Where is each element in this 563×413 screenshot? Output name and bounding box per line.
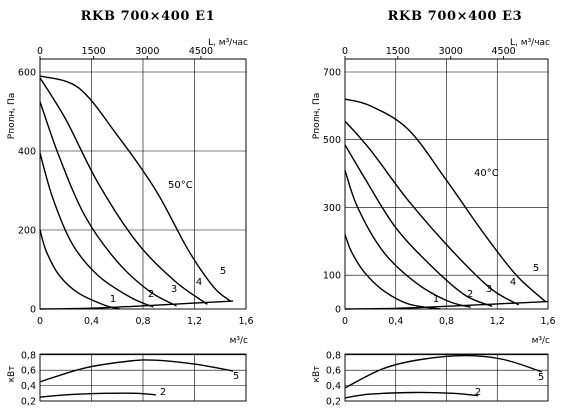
series-label: 4 <box>510 277 516 288</box>
series-line-1 <box>39 229 120 310</box>
temperature-annotation: 40°C <box>474 168 499 179</box>
temperature-annotation: 50°C <box>168 180 193 191</box>
series-label: 5 <box>533 263 539 274</box>
plot-frame <box>39 58 247 310</box>
power-series-label: 5 <box>233 371 239 382</box>
series-line-power-bottom <box>39 300 234 310</box>
x-tick-label: 0,8 <box>439 316 454 327</box>
series-label: 2 <box>467 289 473 300</box>
series-label: 3 <box>171 284 177 295</box>
top-tick-label: 3000 <box>439 46 463 57</box>
x-tick-label: 1,6 <box>238 316 253 327</box>
y-tick-label: 500 <box>323 135 341 146</box>
power-y-tick-label: 0,4 <box>326 381 341 392</box>
series-label: 3 <box>486 284 492 295</box>
power-y-tick-label: 0,2 <box>326 397 341 408</box>
top-axis-label: L, м³/час <box>510 38 550 48</box>
top-tick-label: 4500 <box>492 46 516 57</box>
top-tick-label: 3000 <box>135 46 159 57</box>
top-tick-label: 0 <box>342 46 348 57</box>
series-line-3 <box>344 144 493 307</box>
series-line-2 <box>39 152 154 308</box>
power-series-label: 2 <box>160 387 166 398</box>
y-tick-label: 200 <box>18 226 36 237</box>
top-tick-label: 1500 <box>82 46 106 57</box>
series-label: 1 <box>110 294 116 305</box>
series-label: 4 <box>196 277 202 288</box>
series-line-5 <box>344 98 546 303</box>
power-y-tick-label: 0,4 <box>21 381 36 392</box>
x-tick-label: 1,2 <box>490 316 505 327</box>
top-axis-label: L, м³/час <box>208 38 248 48</box>
y-tick-label: 100 <box>323 271 341 282</box>
x-tick-label: 0,4 <box>388 316 403 327</box>
power-y-tick-label: 0,8 <box>21 350 36 361</box>
y-axis-label: Pполн, Па <box>7 93 17 139</box>
power-y-tick-label: 0,6 <box>21 366 36 377</box>
power-series-line-2 <box>39 392 156 398</box>
x-tick-label: 0,4 <box>84 316 99 327</box>
series-line-4 <box>39 77 208 305</box>
x-tick-label: 1,6 <box>540 316 555 327</box>
y-axis-label: Pполн, Па <box>312 93 322 139</box>
series-label: 2 <box>148 289 154 300</box>
top-tick-label: 0 <box>37 46 43 57</box>
power-y-axis-label: кВт <box>312 366 322 383</box>
series-label: 5 <box>220 266 226 277</box>
chart-title: RKB 700×400 E1 <box>81 9 216 24</box>
x-tick-label: 1,2 <box>187 316 202 327</box>
series-line-2 <box>344 169 471 308</box>
power-series-label: 2 <box>475 387 481 398</box>
series-line-1 <box>344 234 441 310</box>
power-plot-frame <box>344 353 549 402</box>
plot-frame <box>344 58 549 310</box>
power-y-axis-label: кВт <box>7 366 17 383</box>
chart-title: RKB 700×400 E3 <box>388 9 523 24</box>
power-plot-frame <box>39 353 247 402</box>
power-series-line-5 <box>39 359 234 383</box>
y-tick-label: 700 <box>323 68 341 79</box>
power-series-line-2 <box>344 391 479 399</box>
y-tick-label: 300 <box>323 203 341 214</box>
power-y-tick-label: 0,6 <box>326 366 341 377</box>
x-tick-label: 0 <box>37 316 43 327</box>
y-tick-label: 0 <box>30 305 36 316</box>
series-line-4 <box>344 120 520 306</box>
power-y-tick-label: 0,2 <box>21 397 36 408</box>
power-series-label: 5 <box>538 372 544 383</box>
x-axis-label: м³/с <box>532 336 550 346</box>
x-axis-label: м³/с <box>230 336 248 346</box>
power-series-line-5 <box>344 354 542 389</box>
top-tick-label: 1500 <box>386 46 410 57</box>
series-line-5 <box>39 75 231 302</box>
x-tick-label: 0 <box>342 316 348 327</box>
x-tick-label: 0,8 <box>135 316 150 327</box>
series-line-power-bottom <box>344 300 549 310</box>
series-label: 1 <box>433 294 439 305</box>
y-tick-label: 400 <box>18 147 36 158</box>
series-line-3 <box>39 101 177 307</box>
power-y-tick-label: 0,8 <box>326 350 341 361</box>
top-tick-label: 4500 <box>189 46 213 57</box>
y-tick-label: 0 <box>335 305 341 316</box>
y-tick-label: 600 <box>18 68 36 79</box>
